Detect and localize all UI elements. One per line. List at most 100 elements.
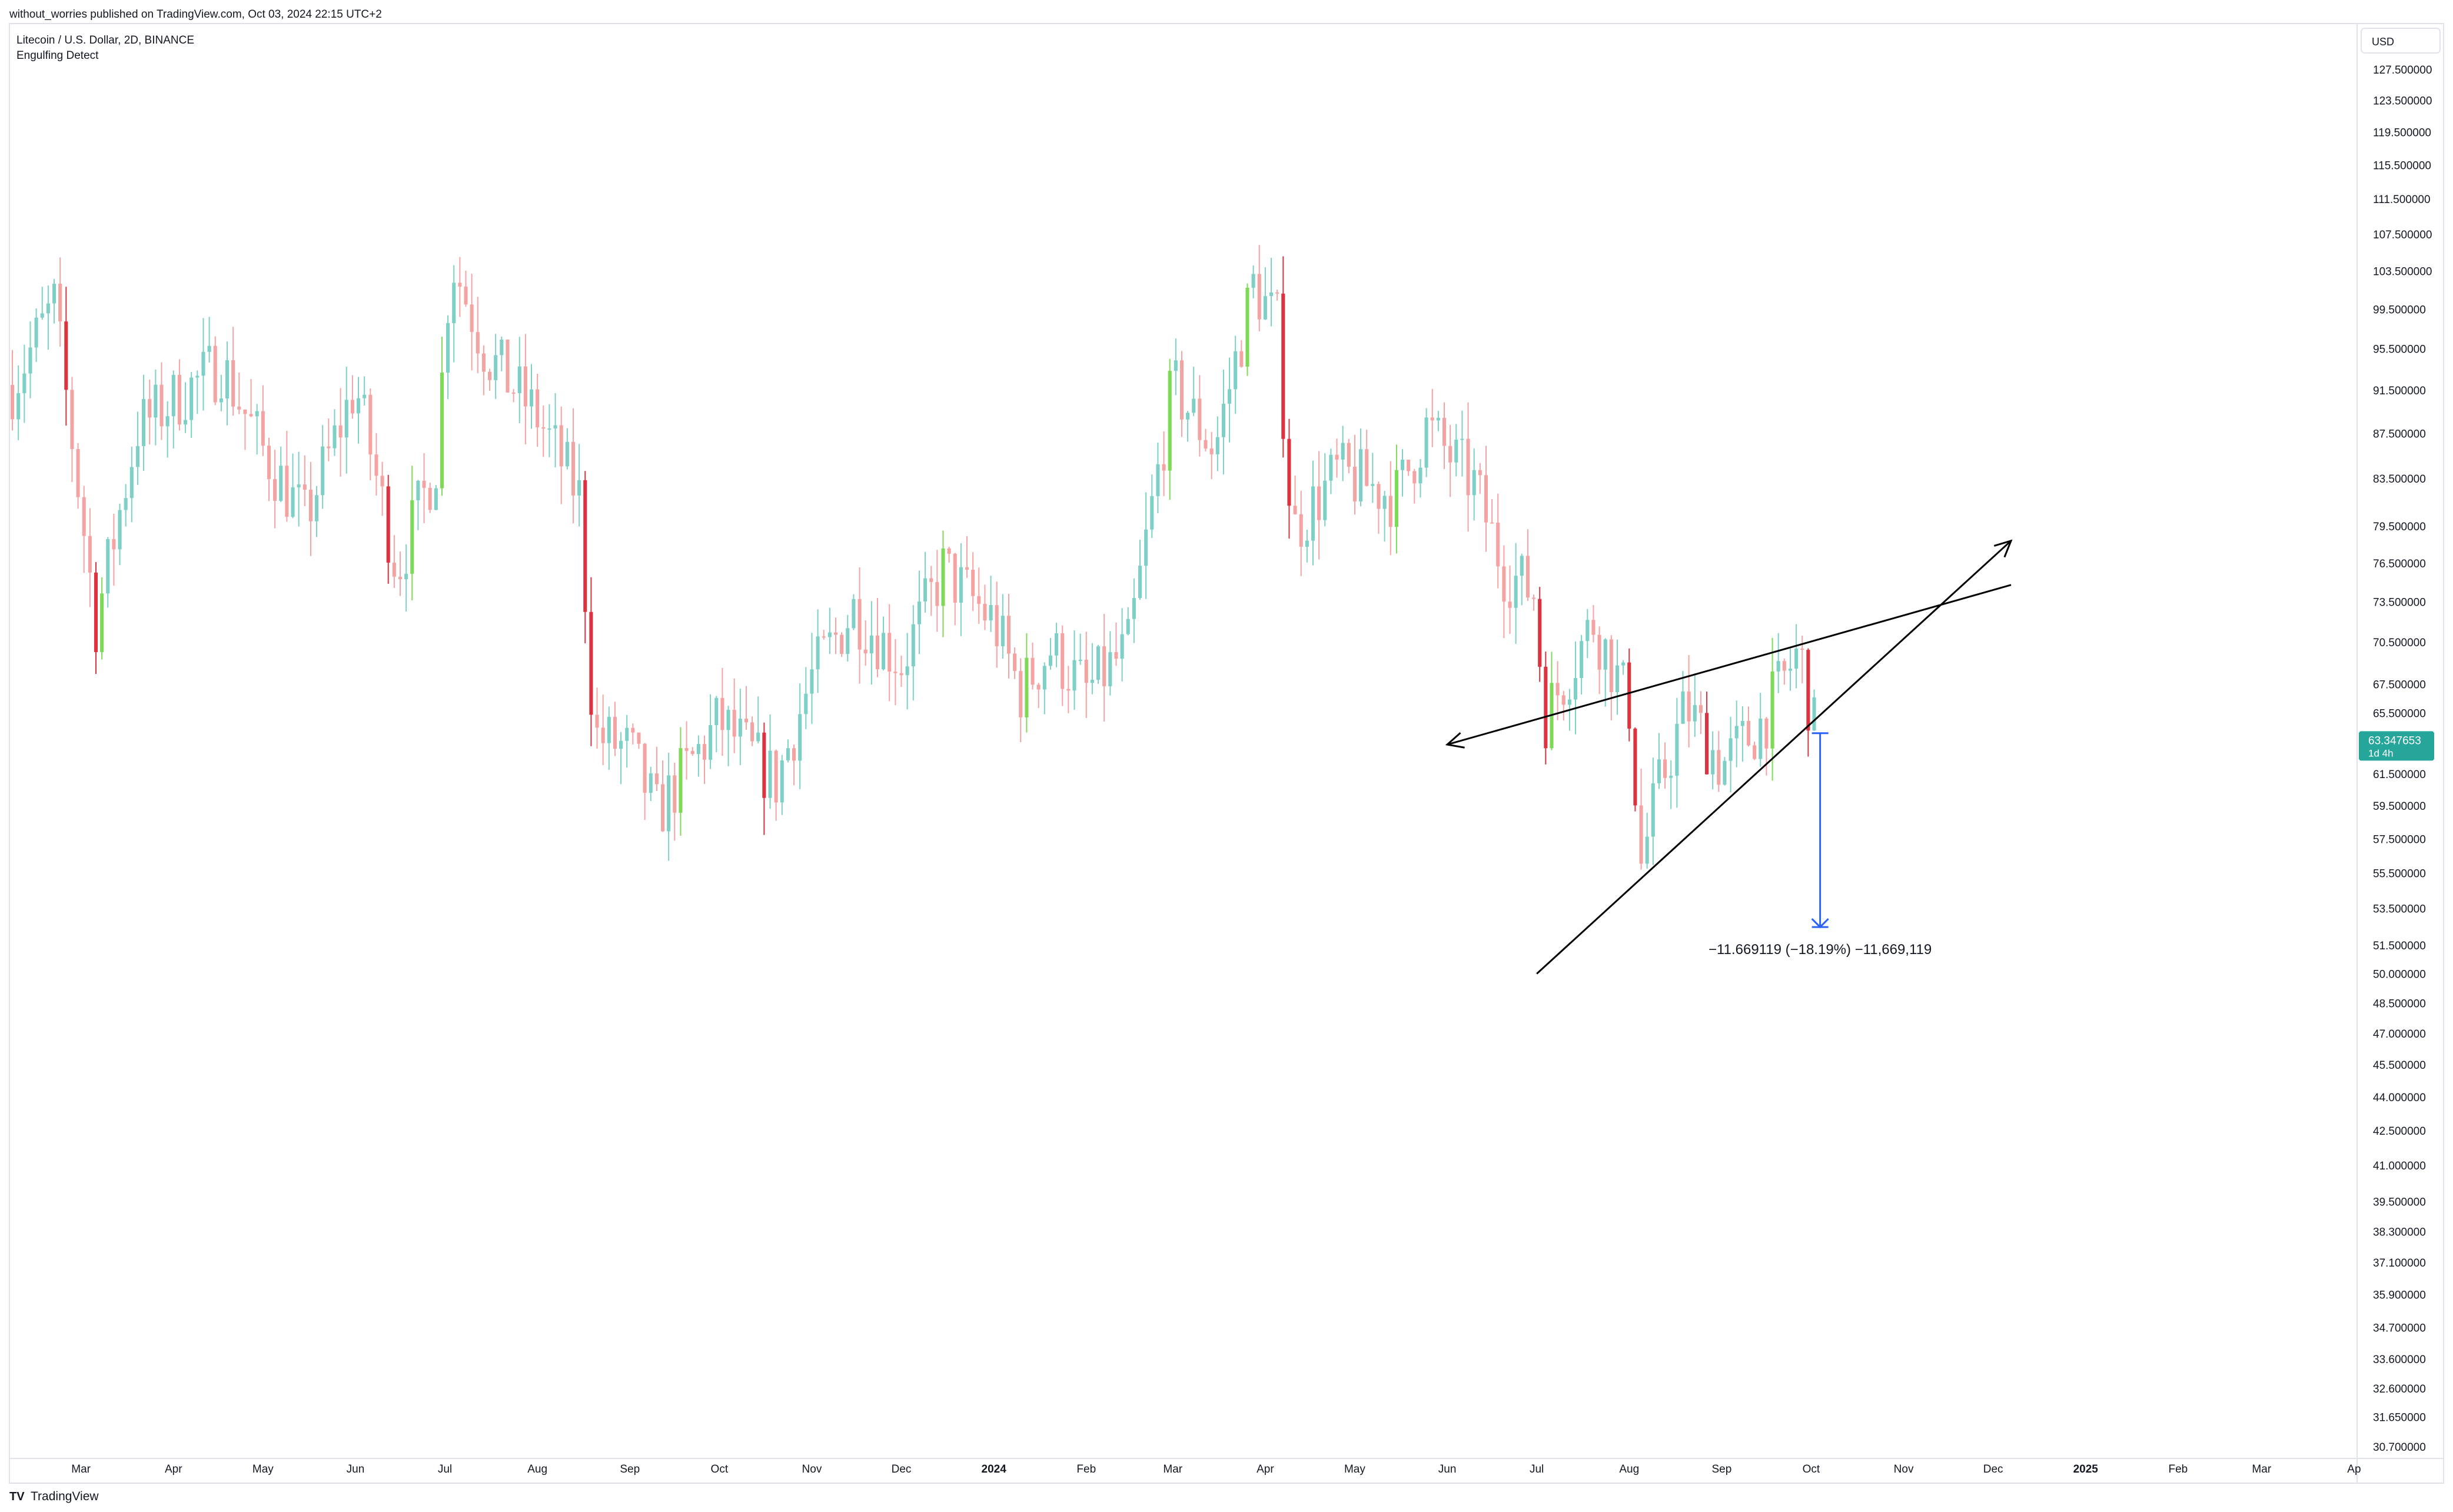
candle-body (1460, 438, 1464, 440)
candle-body (702, 744, 707, 760)
support-trendline[interactable] (1536, 540, 2012, 975)
candle-body (333, 425, 337, 448)
candle-body (911, 624, 915, 667)
candle-body (660, 784, 665, 832)
candle-body (231, 360, 235, 407)
price-tick-label: 35.900000 (2373, 1289, 2426, 1301)
indicator-title[interactable]: Engulfing Detect (16, 49, 99, 62)
candle-body (64, 321, 68, 390)
time-tick-label: May (252, 1463, 274, 1476)
candle-body (1341, 443, 1345, 460)
candle-body (1228, 389, 1232, 404)
time-tick-label: Sep (1711, 1463, 1731, 1476)
candle-body (1746, 720, 1751, 746)
candle-body (428, 487, 432, 510)
candle-body (565, 441, 569, 467)
candle-body (523, 366, 527, 407)
candle-body (971, 570, 975, 596)
price-tick-label: 51.500000 (2373, 940, 2426, 952)
candle-body (100, 593, 104, 652)
candle-body (1436, 417, 1440, 421)
price-tick-label: 41.000000 (2373, 1160, 2426, 1172)
candle-body (46, 303, 50, 314)
candle-body (625, 727, 629, 741)
candle-body (1663, 759, 1667, 778)
currency-button[interactable] (2361, 28, 2441, 54)
candle-body (1198, 398, 1202, 440)
candle-body (846, 628, 850, 654)
candle-body (1061, 633, 1065, 689)
candle-body (905, 666, 909, 676)
price-tick-label: 67.500000 (2373, 679, 2426, 691)
symbol-title[interactable]: Litecoin / U.S. Dollar, 2D, BINANCE (16, 34, 194, 46)
candle-body (273, 478, 277, 501)
price-axis[interactable]: 127.500000 123.500000 119.500000 115.500000… (2373, 64, 2432, 1454)
resistance-arrowhead[interactable] (1445, 732, 1465, 749)
candle-body (541, 427, 546, 429)
candle-body (1388, 496, 1392, 527)
candle-body (899, 673, 903, 676)
tradingview-logo[interactable]: TV TradingView (9, 1490, 99, 1503)
candle-body (857, 599, 862, 650)
price-tick-label: 76.500000 (2373, 558, 2426, 570)
candle-body (643, 743, 647, 793)
time-tick-label: Jul (438, 1463, 452, 1476)
price-tick-label: 115.500000 (2373, 159, 2431, 172)
price-tick-label: 50.000000 (2373, 969, 2426, 981)
candle-body (810, 669, 814, 694)
candle-body (1084, 659, 1088, 683)
candle-body (690, 750, 694, 755)
resistance-trendline[interactable] (1447, 584, 2012, 746)
candle-body (386, 486, 390, 563)
candle-body (1305, 540, 1309, 547)
candle-body (780, 760, 784, 803)
candle-body (1466, 438, 1470, 496)
time-tick-label: Dec (892, 1463, 912, 1476)
candle-body (709, 725, 713, 760)
price-tick-label: 33.600000 (2373, 1354, 2426, 1366)
price-tick-label: 103.500000 (2373, 266, 2432, 278)
candle-body (1717, 750, 1721, 785)
candle-body (1591, 620, 1596, 635)
candle-body (1132, 598, 1136, 619)
candle-body (1281, 293, 1285, 439)
candle-body (595, 715, 599, 728)
price-tick-label: 48.500000 (2373, 998, 2426, 1010)
candle-body (1627, 662, 1631, 729)
candle-body (607, 717, 611, 743)
candle-body (1454, 439, 1458, 463)
price-tick-label: 38.300000 (2373, 1227, 2426, 1239)
candle-body (1729, 738, 1733, 761)
candle-body (267, 446, 271, 479)
candle-body (1520, 556, 1524, 576)
candle-body (804, 693, 808, 715)
price-tick-label: 91.500000 (2373, 385, 2426, 397)
publisher-line: without_worries published on TradingView… (9, 8, 382, 21)
price-tick-label: 45.500000 (2373, 1059, 2426, 1072)
candle-body (1401, 460, 1405, 470)
candle-body (1580, 641, 1584, 679)
candle-body (82, 497, 86, 536)
candle-body (1657, 759, 1661, 783)
candle-body (195, 375, 200, 378)
candle-body (1299, 514, 1303, 547)
candle-body (1382, 496, 1387, 509)
time-tick-label: Ap (2347, 1463, 2361, 1476)
candle-body (744, 719, 748, 723)
candle-body (1615, 665, 1620, 692)
price-tick-label: 107.500000 (2373, 229, 2432, 241)
candle-body (529, 389, 534, 407)
candle-body (977, 596, 981, 604)
price-tick-label: 87.500000 (2373, 428, 2426, 440)
candle-body (1096, 646, 1101, 680)
candle-body (1019, 671, 1023, 717)
time-axis[interactable]: Mar Apr May Jun Jul Aug Sep Oct Nov Dec 2024 Feb Mar… (71, 1463, 2361, 1476)
drawings-layer[interactable]: −11.669119 (−18.19%) −11,669,119 (1445, 539, 2013, 975)
support-arrowhead[interactable] (1993, 539, 2013, 558)
time-tick-label: Feb (2169, 1463, 2188, 1476)
candle-body (601, 727, 605, 743)
candle-body (649, 773, 653, 793)
candle-body (673, 775, 677, 813)
currency-label: USD (2372, 36, 2394, 48)
